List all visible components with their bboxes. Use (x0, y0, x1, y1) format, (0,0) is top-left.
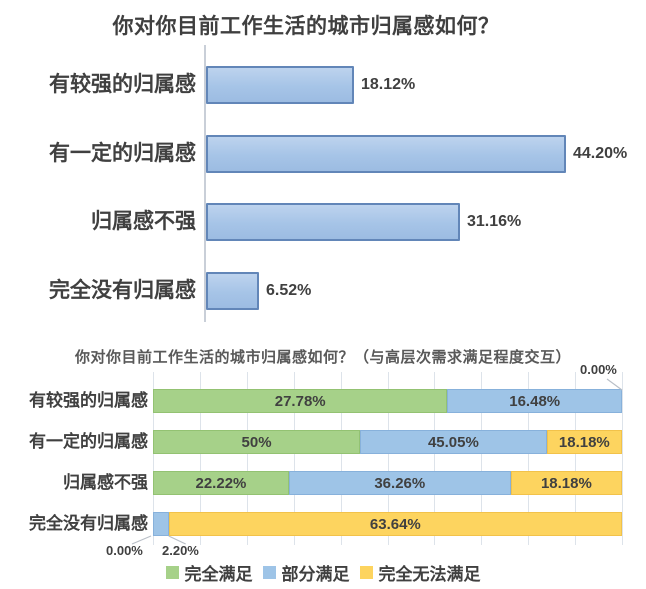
legend-label: 部分满足 (281, 565, 350, 584)
gridline (528, 372, 529, 545)
chart1-value-label: 6.52% (266, 282, 312, 299)
chart2-segment: 63.64% (168, 512, 622, 536)
chart2-segment: 22.22% (153, 471, 289, 495)
gridline (622, 372, 623, 545)
chart2-segment: 18.18% (546, 430, 622, 454)
legend-item: 完全无法满足 (359, 560, 481, 585)
chart2-segment (153, 512, 169, 536)
legend-item: 完全满足 (165, 560, 253, 585)
chart1-category-label: 有一定的归属感 (49, 142, 196, 165)
chart2-segment: 50% (153, 430, 361, 454)
gridline (341, 372, 342, 545)
chart2-category-label: 有较强的归属感 (29, 391, 148, 410)
chart1-category-label: 归属感不强 (91, 210, 196, 233)
chart2-title: 你对你目前工作生活的城市归属感如何？（与高层次需求满足程度交互） (74, 349, 571, 366)
chart2-category-label: 归属感不强 (63, 473, 148, 492)
legend-label: 完全满足 (184, 565, 253, 584)
gridline (388, 372, 389, 545)
chart1-bar (206, 135, 566, 173)
chart1-bar (206, 272, 259, 310)
chart2-segment: 27.78% (153, 389, 448, 413)
chart1-value-label: 18.12% (361, 76, 416, 93)
legend-label: 完全无法满足 (378, 565, 481, 584)
chart1-value-label: 31.16% (467, 213, 522, 230)
gridline (294, 372, 295, 545)
chart2-callout-label: 0.00% (580, 362, 617, 377)
chart2-category-label: 完全没有归属感 (29, 514, 148, 533)
gridline (434, 372, 435, 545)
legend-swatch (165, 566, 179, 579)
chart2-callout-label: 0.00% (106, 543, 143, 558)
gridline (247, 372, 248, 545)
chart1-category-label: 有较强的归属感 (49, 73, 196, 96)
gridline (200, 372, 201, 545)
chart2-category-label: 有一定的归属感 (29, 432, 148, 451)
chart2-segment: 36.26% (288, 471, 511, 495)
chart2-callout-label: 2.20% (162, 543, 199, 558)
chart1-category-label: 完全没有归属感 (49, 279, 196, 302)
gridline (481, 372, 482, 545)
chart1-title: 你对你目前工作生活的城市归属感如何？ (112, 15, 500, 38)
chart2-segment: 45.05% (360, 430, 547, 454)
chart2-legend: 完全满足 部分满足 完全无法满足 (0, 560, 646, 585)
chart2-segment: 18.18% (510, 471, 622, 495)
chart1-value-label: 44.20% (573, 145, 628, 162)
legend-item: 部分满足 (262, 560, 350, 585)
chart2-segment: 16.48% (447, 389, 622, 413)
gridline (575, 372, 576, 545)
chart1-bar (206, 203, 460, 241)
legend-swatch (262, 566, 276, 579)
chart1-axis-line (204, 45, 206, 322)
chart1-bar (206, 66, 354, 104)
legend-swatch (359, 566, 373, 579)
gridline (153, 372, 154, 545)
